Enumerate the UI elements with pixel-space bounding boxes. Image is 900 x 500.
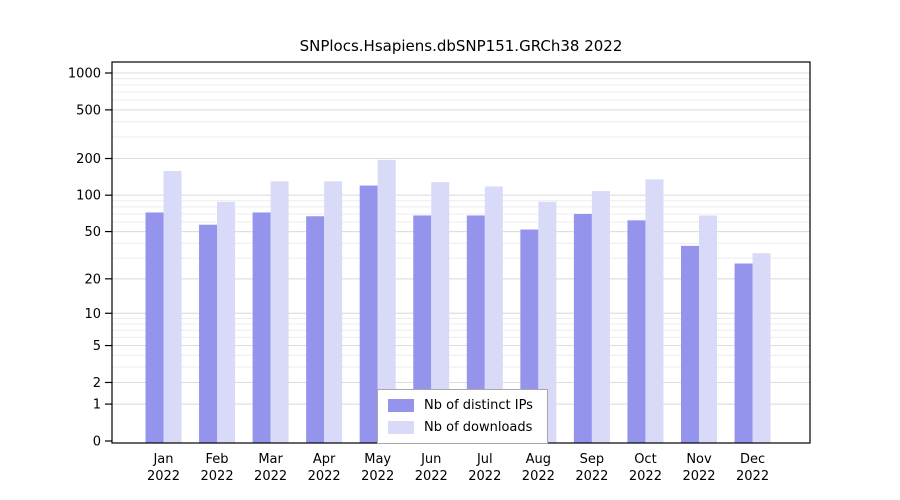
x-tick-label-year: 2022: [147, 469, 180, 484]
x-tick-label-year: 2022: [575, 469, 608, 484]
bar-distinct-ips-may: [359, 185, 378, 443]
legend-item-distinct-ips: Nb of distinct IPs: [388, 398, 533, 413]
bar-distinct-ips-jan: [145, 212, 164, 443]
bar-downloads-jul: [484, 186, 503, 443]
bar-downloads-dec: [752, 253, 771, 443]
y-tick-label: 1: [93, 398, 101, 413]
x-tick-label-month: May: [364, 452, 391, 467]
bar-downloads-apr: [324, 181, 343, 443]
bar-distinct-ips-apr: [306, 216, 325, 443]
y-tick-label: 100: [76, 189, 101, 204]
bar-downloads-feb: [217, 201, 236, 443]
legend-label-downloads: Nb of downloads: [424, 420, 533, 435]
bar-downloads-oct: [645, 179, 664, 443]
y-tick-label: 5: [93, 339, 101, 354]
bar-distinct-ips-jun: [413, 215, 432, 443]
y-tick-label: 1000: [68, 67, 101, 82]
legend-label-distinct-ips: Nb of distinct IPs: [424, 398, 533, 413]
x-tick-label-year: 2022: [629, 469, 662, 484]
bar-distinct-ips-feb: [199, 224, 218, 443]
x-tick-label-month: Apr: [313, 452, 336, 467]
x-tick-label-year: 2022: [682, 469, 715, 484]
y-tick-label: 500: [76, 103, 101, 118]
x-tick-label-month: Nov: [686, 452, 712, 467]
bar-downloads-jan: [163, 171, 182, 443]
chart-title: SNPlocs.Hsapiens.dbSNP151.GRCh38 2022: [299, 37, 623, 55]
bar-downloads-nov: [699, 215, 717, 443]
chart-legend: Nb of distinct IPs Nb of downloads: [377, 389, 548, 444]
y-tick-label: 50: [84, 225, 101, 240]
x-tick-label-month: Mar: [258, 452, 283, 467]
x-tick-label-year: 2022: [361, 469, 394, 484]
y-tick-label: 2: [93, 376, 101, 391]
x-tick-label-year: 2022: [308, 469, 341, 484]
x-tick-label-month: Jun: [420, 452, 441, 467]
legend-swatch-distinct-ips: [388, 399, 414, 412]
legend-swatch-downloads: [388, 421, 414, 434]
bar-downloads-may: [377, 159, 396, 443]
x-tick-label-month: Jan: [152, 452, 173, 467]
bar-distinct-ips-jul: [466, 215, 485, 443]
bar-distinct-ips-dec: [734, 263, 753, 443]
bar-downloads-jun: [431, 182, 450, 443]
legend-item-downloads: Nb of downloads: [388, 420, 533, 435]
bar-downloads-sep: [591, 191, 610, 443]
x-tick-label-year: 2022: [468, 469, 501, 484]
x-tick-label-year: 2022: [201, 469, 234, 484]
bar-distinct-ips-mar: [252, 212, 271, 443]
y-tick-label: 0: [93, 435, 101, 450]
bar-downloads-mar: [270, 181, 289, 443]
x-tick-label-month: Oct: [634, 452, 656, 467]
bar-distinct-ips-oct: [627, 220, 646, 443]
bar-downloads-aug: [538, 201, 557, 443]
x-tick-label-year: 2022: [522, 469, 555, 484]
x-tick-label-month: Aug: [526, 452, 551, 467]
x-tick-label-month: Jul: [476, 452, 493, 467]
x-tick-label-month: Sep: [580, 452, 605, 467]
y-tick-label: 20: [84, 272, 101, 287]
x-tick-label-year: 2022: [254, 469, 287, 484]
bar-distinct-ips-sep: [573, 213, 592, 443]
x-tick-label-year: 2022: [736, 469, 769, 484]
y-tick-label: 200: [76, 152, 101, 167]
x-tick-label-year: 2022: [415, 469, 448, 484]
x-tick-label-month: Feb: [206, 452, 229, 467]
y-tick-label: 10: [84, 307, 101, 322]
x-tick-label-month: Dec: [740, 452, 765, 467]
bar-distinct-ips-nov: [681, 245, 699, 443]
